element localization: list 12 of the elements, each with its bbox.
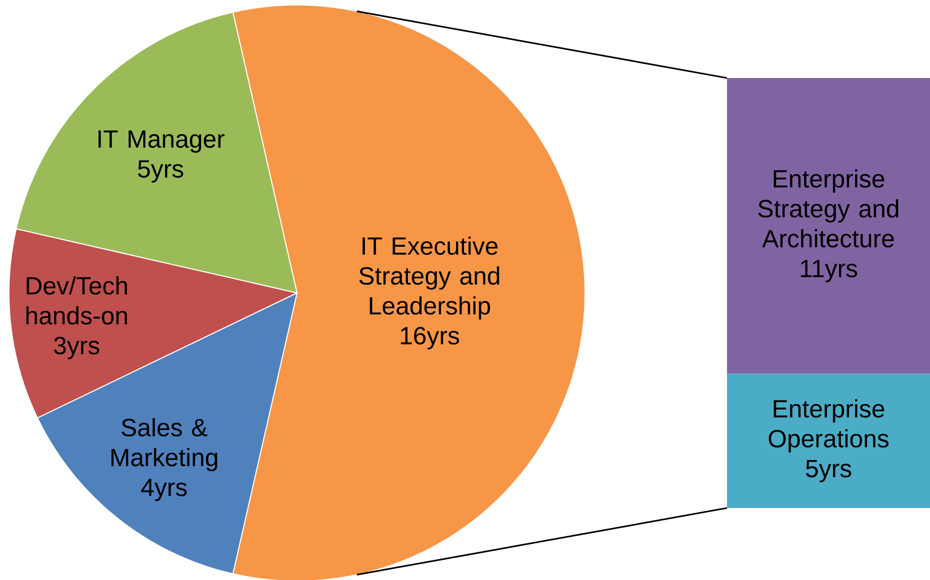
data-label: 5yrs <box>806 460 852 482</box>
slice-label: Dev/Tech hands-on <box>26 276 127 325</box>
slice-label: Sales & Marketing <box>111 418 218 472</box>
series-label: Enterprise Operations <box>768 399 889 452</box>
series-label: Enterprise Strategy and Architecture <box>758 169 898 248</box>
data-label: 4yrs <box>141 478 187 502</box>
slice-label: IT Manager <box>98 130 224 153</box>
data-label: 5yrs <box>138 160 184 183</box>
data-label: 3yrs <box>54 336 100 360</box>
slice-label: IT Executive Strategy and Leadership <box>359 236 500 320</box>
data-label: 11yrs <box>800 260 858 282</box>
data-label: 16yrs <box>400 326 460 350</box>
